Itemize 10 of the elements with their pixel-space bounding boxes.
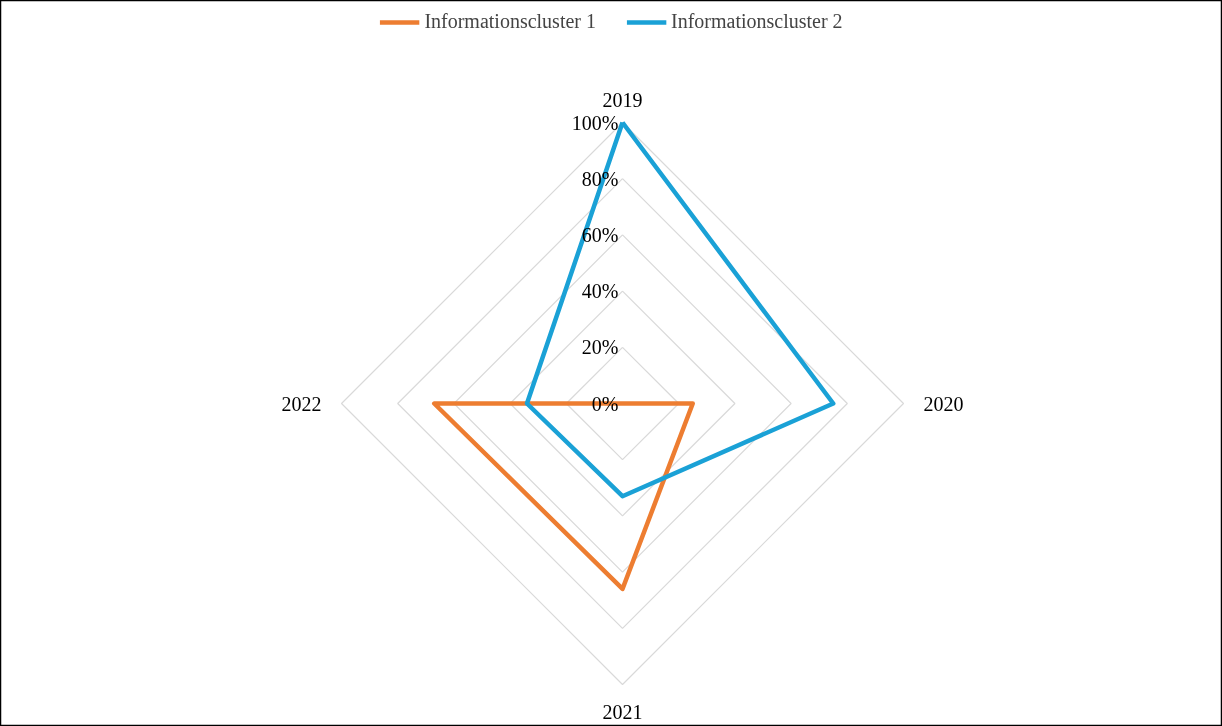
y-tick-label: 40% [581,280,619,303]
legend-label: Informationscluster 2 [671,10,843,33]
spoke-label: 2022 [281,392,322,415]
y-tick-label: 100% [571,111,619,134]
y-tick-label: 0% [591,392,619,415]
legend-label: Informationscluster 1 [424,10,596,33]
y-tick-label: 20% [581,336,619,359]
spoke-label: 2020 [923,392,964,415]
spoke-label: 2021 [602,700,643,723]
spoke-label: 2019 [602,88,643,111]
